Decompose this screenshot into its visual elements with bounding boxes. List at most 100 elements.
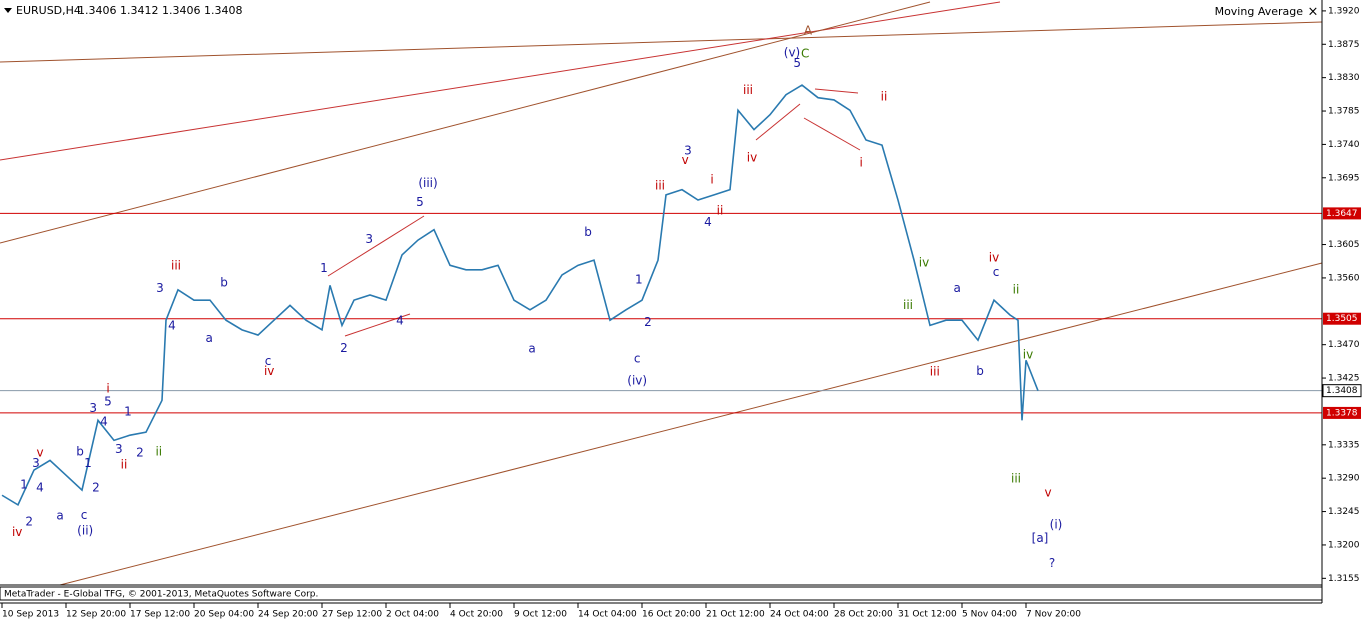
ohlc: 1.3406 1.3412 1.3406 1.3408 xyxy=(78,4,242,17)
wave-label: C xyxy=(801,46,809,60)
wave-label: 1 xyxy=(320,261,328,275)
y-tick-label: 1.3560 xyxy=(1328,273,1360,283)
wave-label: A xyxy=(804,23,813,37)
trend-line xyxy=(344,313,411,337)
x-tick-label: 24 Sep 20:00 xyxy=(258,610,318,620)
y-tick-label: 1.3470 xyxy=(1328,340,1360,350)
y-tick-label: 1.3200 xyxy=(1328,540,1360,550)
wave-label: iv xyxy=(1023,348,1033,362)
wave-label: [a] xyxy=(1032,531,1049,545)
wave-label: 2 xyxy=(340,341,348,355)
wave-label: 1 xyxy=(84,456,92,470)
wave-label: v xyxy=(36,445,43,459)
wave-label: iii xyxy=(743,83,753,97)
y-tick-label: 1.3605 xyxy=(1328,240,1360,250)
wave-label: b xyxy=(220,276,228,290)
y-tick-label: 1.3290 xyxy=(1328,474,1360,484)
current-price-label: 1.3408 xyxy=(1326,386,1358,396)
y-tick-label: 1.3155 xyxy=(1328,574,1360,584)
close-indicator[interactable]: × xyxy=(1308,5,1319,20)
wave-label: b xyxy=(76,445,84,459)
wave-label: 5 xyxy=(104,394,112,408)
wave-label: iv xyxy=(12,525,22,539)
wave-label: ii xyxy=(717,204,724,218)
wave-label: i xyxy=(860,155,863,169)
wave-label: (iv) xyxy=(627,374,647,388)
wave-label: 2 xyxy=(25,514,33,528)
menu-triangle[interactable] xyxy=(4,8,12,13)
y-tick-label: 1.3785 xyxy=(1328,107,1360,117)
current-price-badge xyxy=(1322,384,1362,398)
wave-label: ii xyxy=(1013,282,1020,296)
x-tick-label: 28 Oct 20:00 xyxy=(834,610,893,620)
wave-label: c xyxy=(81,508,88,522)
x-tick-label: 12 Sep 20:00 xyxy=(66,610,126,620)
wave-label: iv xyxy=(989,250,999,264)
wave-label: i xyxy=(710,173,713,187)
x-tick-label: 2 Oct 04:00 xyxy=(386,610,439,620)
wave-label: 1 xyxy=(20,477,28,491)
wave-label: iii xyxy=(655,178,665,192)
status-strip xyxy=(0,586,1323,601)
wave-label: a xyxy=(56,509,63,523)
x-tick-label: 5 Nov 04:00 xyxy=(962,610,1017,620)
wave-label: a xyxy=(954,281,961,295)
price-line xyxy=(1,84,1039,507)
x-tick-label: 4 Oct 20:00 xyxy=(450,610,503,620)
trend-line xyxy=(814,88,859,94)
x-tick-label: 16 Oct 20:00 xyxy=(642,610,701,620)
wave-label: iii xyxy=(171,259,181,273)
wave-label: 1 xyxy=(124,405,132,419)
wave-label: 4 xyxy=(36,480,44,494)
wave-label: 4 xyxy=(704,215,712,229)
y-tick-label: 1.3920 xyxy=(1328,6,1360,16)
level-badge xyxy=(1323,312,1361,325)
y-tick-label: 1.3245 xyxy=(1328,507,1360,517)
level-label: 1.3647 xyxy=(1326,209,1358,219)
wave-label: 5 xyxy=(416,195,424,209)
wave-label: a xyxy=(528,342,535,356)
y-tick-label: 1.3740 xyxy=(1328,140,1360,150)
wave-label: c xyxy=(265,354,272,368)
x-tick-label: 21 Oct 12:00 xyxy=(706,610,765,620)
footer-text: MetaTrader - E-Global TFG, © 2001-2013, … xyxy=(4,590,318,600)
wave-label: 3 xyxy=(32,456,40,470)
wave-label: v xyxy=(1044,486,1051,500)
level-label: 1.3505 xyxy=(1326,314,1358,324)
trend-line xyxy=(803,117,861,151)
wave-label: (i) xyxy=(1050,517,1063,531)
wave-label: 3 xyxy=(156,281,164,295)
wave-label: iv xyxy=(747,150,757,164)
wave-label: 3 xyxy=(684,144,692,158)
wave-label: iii xyxy=(1011,471,1021,485)
trend-line xyxy=(59,262,1323,586)
wave-label: 3 xyxy=(115,442,123,456)
y-tick-label: 1.3875 xyxy=(1328,40,1360,50)
trend-line xyxy=(0,21,1323,63)
wave-label: iii xyxy=(903,298,913,312)
trend-line xyxy=(327,215,425,277)
wave-label: 4 xyxy=(100,414,108,428)
wave-label: ? xyxy=(1049,556,1055,570)
wave-label: ii xyxy=(881,89,888,103)
x-tick-label: 31 Oct 12:00 xyxy=(898,610,957,620)
level-badge xyxy=(1323,207,1361,220)
trend-line xyxy=(755,103,801,141)
x-tick-label: 14 Oct 04:00 xyxy=(578,610,637,620)
wave-label: 2 xyxy=(136,445,144,459)
x-tick-label: 9 Oct 12:00 xyxy=(514,610,567,620)
y-tick-label: 1.3335 xyxy=(1328,440,1360,450)
wave-label: 2 xyxy=(92,480,100,494)
x-tick-label: 17 Sep 12:00 xyxy=(130,610,190,620)
x-tick-label: 10 Sep 2013 xyxy=(2,610,59,620)
wave-label: 1 xyxy=(635,273,643,287)
symbol: EURUSD,H4 xyxy=(16,4,81,17)
wave-label: iv xyxy=(919,256,929,270)
wave-label: 3 xyxy=(89,401,97,415)
level-label: 1.3378 xyxy=(1326,408,1358,418)
wave-label: ii xyxy=(121,457,128,471)
wave-label: v xyxy=(682,153,689,167)
